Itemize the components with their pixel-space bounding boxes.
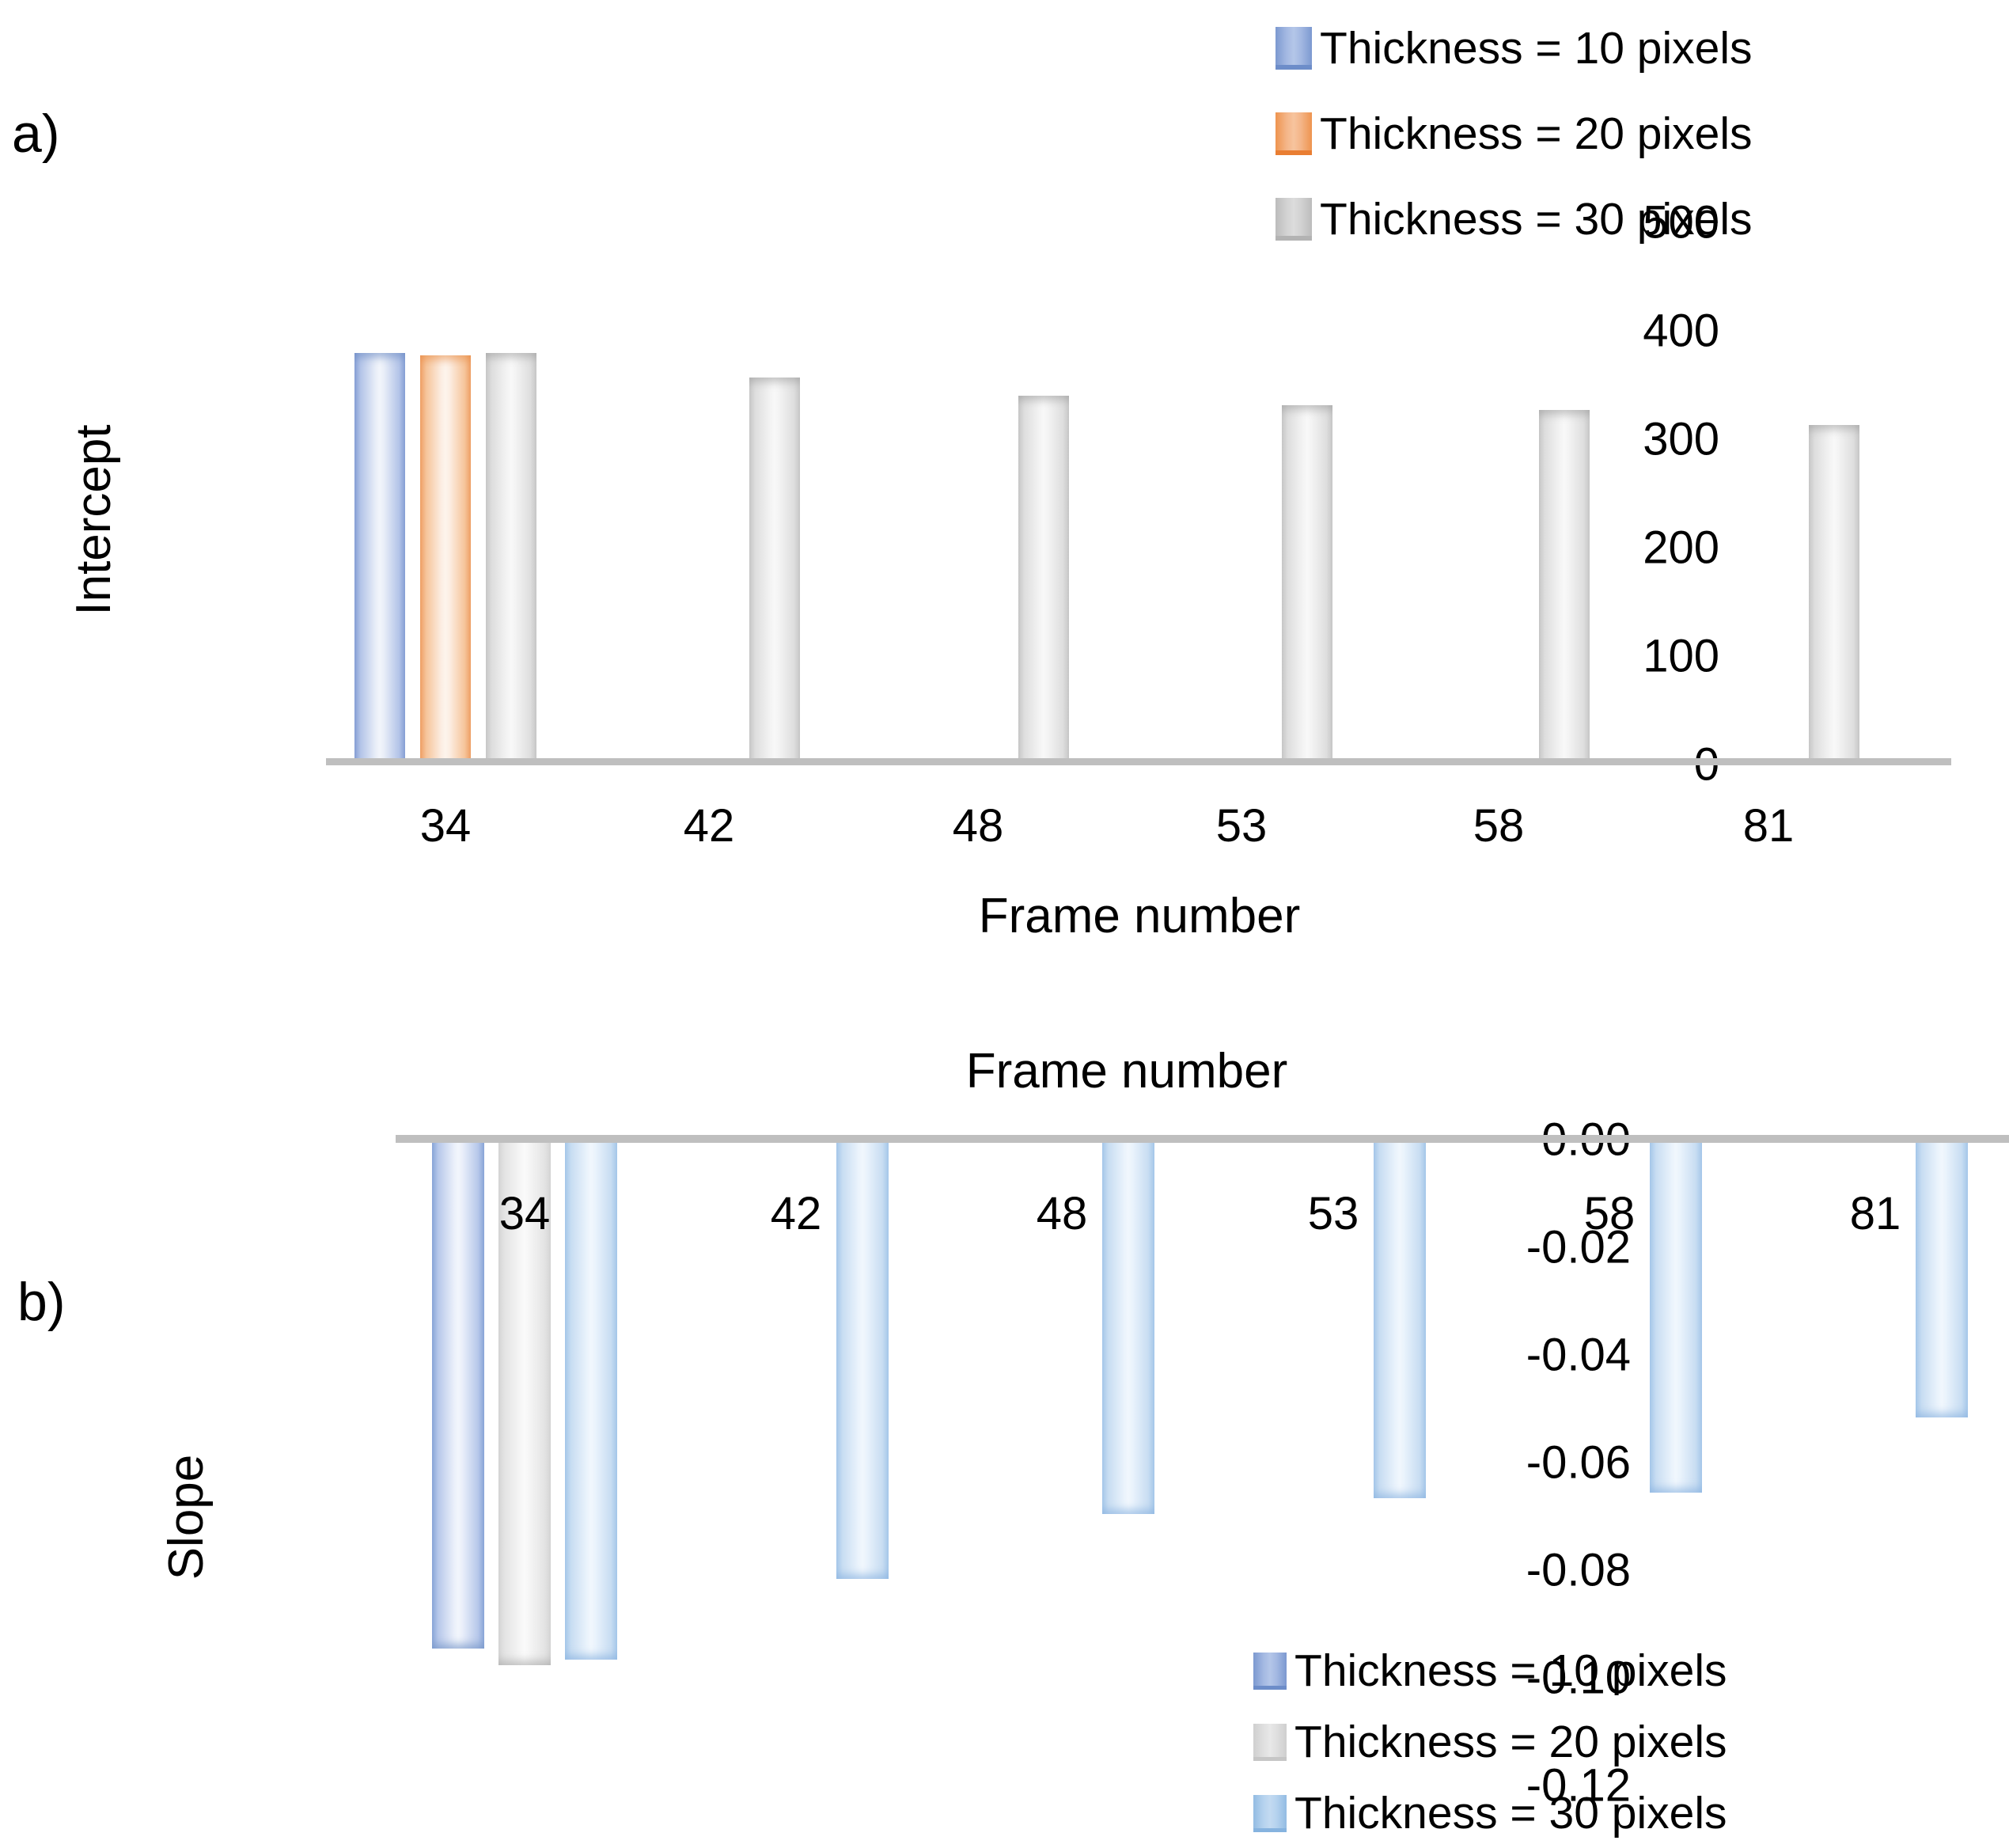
panel-a-x-label-34: 34 <box>419 800 472 852</box>
bar-b-frame81-series3 <box>1916 1143 1968 1417</box>
legend-item-thickness-20: Thickness = 20 pixels <box>1276 108 1753 160</box>
panel-b-y-tick--0.06: -0.06 <box>1526 1436 1631 1489</box>
bar-b-frame58-series3 <box>1650 1143 1702 1493</box>
legend-item-thickness-10: Thickness = 10 pixels <box>1276 22 1753 74</box>
panel-b-y-tick--0.02: -0.02 <box>1526 1221 1631 1273</box>
legend-label: Thickness = 10 pixels <box>1320 23 1753 74</box>
panel-b-x-label-53: 53 <box>1307 1188 1359 1239</box>
bar-a-frame58-series3 <box>1539 410 1590 758</box>
bar-b-frame48-series3 <box>1102 1143 1154 1514</box>
panel-b-y-tick--0.08: -0.08 <box>1526 1544 1631 1596</box>
panel-a-x-label-48: 48 <box>952 800 1004 852</box>
panel-a-y-axis-title: Intercept <box>66 424 121 616</box>
bar-a-frame48-series3 <box>1018 396 1069 758</box>
legend-swatch-blue-icon <box>1253 1652 1287 1690</box>
panel-b-y-tick--0.10: -0.10 <box>1526 1652 1631 1704</box>
panel-a-y-tick-500: 500 <box>1643 196 1719 249</box>
panel-a-y-tick-200: 200 <box>1643 522 1719 574</box>
bar-a-frame34-series1 <box>354 353 405 758</box>
panel-a-y-tick-300: 300 <box>1643 413 1719 465</box>
panel-b-x-label-58: 58 <box>1583 1188 1636 1239</box>
panel-a-x-axis-title: Frame number <box>978 889 1301 943</box>
legend-swatch-gray-icon <box>1253 1723 1287 1761</box>
panel-b-x-label-34: 34 <box>498 1188 551 1239</box>
bar-a-frame34-series2 <box>420 355 471 758</box>
panel-b-y-axis-title: Slope <box>159 1454 214 1580</box>
panel-a-x-label-42: 42 <box>683 800 735 852</box>
legend-swatch-blue-icon <box>1276 27 1312 70</box>
bar-a-frame34-series3 <box>486 353 536 758</box>
panel-b-y-tick--0.12: -0.12 <box>1526 1759 1631 1812</box>
bar-b-frame53-series3 <box>1374 1143 1426 1498</box>
legend-label: Thickness = 30 pixels <box>1294 1788 1727 1839</box>
bar-b-frame34-series1 <box>432 1143 484 1649</box>
legend-label: Thickness = 30 pixels <box>1320 194 1753 245</box>
panel-b-label: b) <box>17 1272 66 1332</box>
legend-label: Thickness = 20 pixels <box>1320 108 1753 159</box>
panel-b-x-label-48: 48 <box>1036 1188 1088 1239</box>
bar-a-frame81-series3 <box>1809 425 1859 758</box>
panel-a-x-label-53: 53 <box>1215 800 1268 852</box>
legend-swatch-lightblue-icon <box>1253 1794 1287 1832</box>
bar-a-frame53-series3 <box>1282 405 1332 758</box>
panel-a-x-axis-line <box>326 758 1951 765</box>
legend-item-thickness-30: Thickness = 30 pixels <box>1253 1787 1727 1839</box>
panel-b-x-label-42: 42 <box>770 1188 822 1239</box>
legend-label: Thickness = 10 pixels <box>1294 1645 1727 1696</box>
panel-a-x-label-81: 81 <box>1742 800 1795 852</box>
panel-b-y-tick--0.04: -0.04 <box>1526 1329 1631 1381</box>
panel-a-x-label-58: 58 <box>1473 800 1525 852</box>
panel-b-x-axis-line <box>396 1135 2009 1143</box>
legend-swatch-orange-icon <box>1276 112 1312 155</box>
bar-b-frame34-series3 <box>565 1143 617 1660</box>
legend-item-thickness-20: Thickness = 20 pixels <box>1253 1716 1727 1768</box>
legend-label: Thickness = 20 pixels <box>1294 1717 1727 1767</box>
bar-b-frame42-series3 <box>836 1143 889 1579</box>
panel-a-label: a) <box>12 104 60 164</box>
panel-b-x-axis-title: Frame number <box>965 1044 1288 1099</box>
panel-b-x-label-81: 81 <box>1849 1188 1901 1239</box>
panel-a-y-tick-100: 100 <box>1643 630 1719 682</box>
bar-b-frame34-series2 <box>498 1143 551 1665</box>
bar-a-frame42-series3 <box>749 378 800 758</box>
panel-a-y-tick-400: 400 <box>1643 305 1719 357</box>
legend-swatch-gray-icon <box>1276 198 1312 241</box>
legend-item-thickness-30: Thickness = 30 pixels <box>1276 193 1753 245</box>
legend-item-thickness-10: Thickness = 10 pixels <box>1253 1645 1727 1697</box>
